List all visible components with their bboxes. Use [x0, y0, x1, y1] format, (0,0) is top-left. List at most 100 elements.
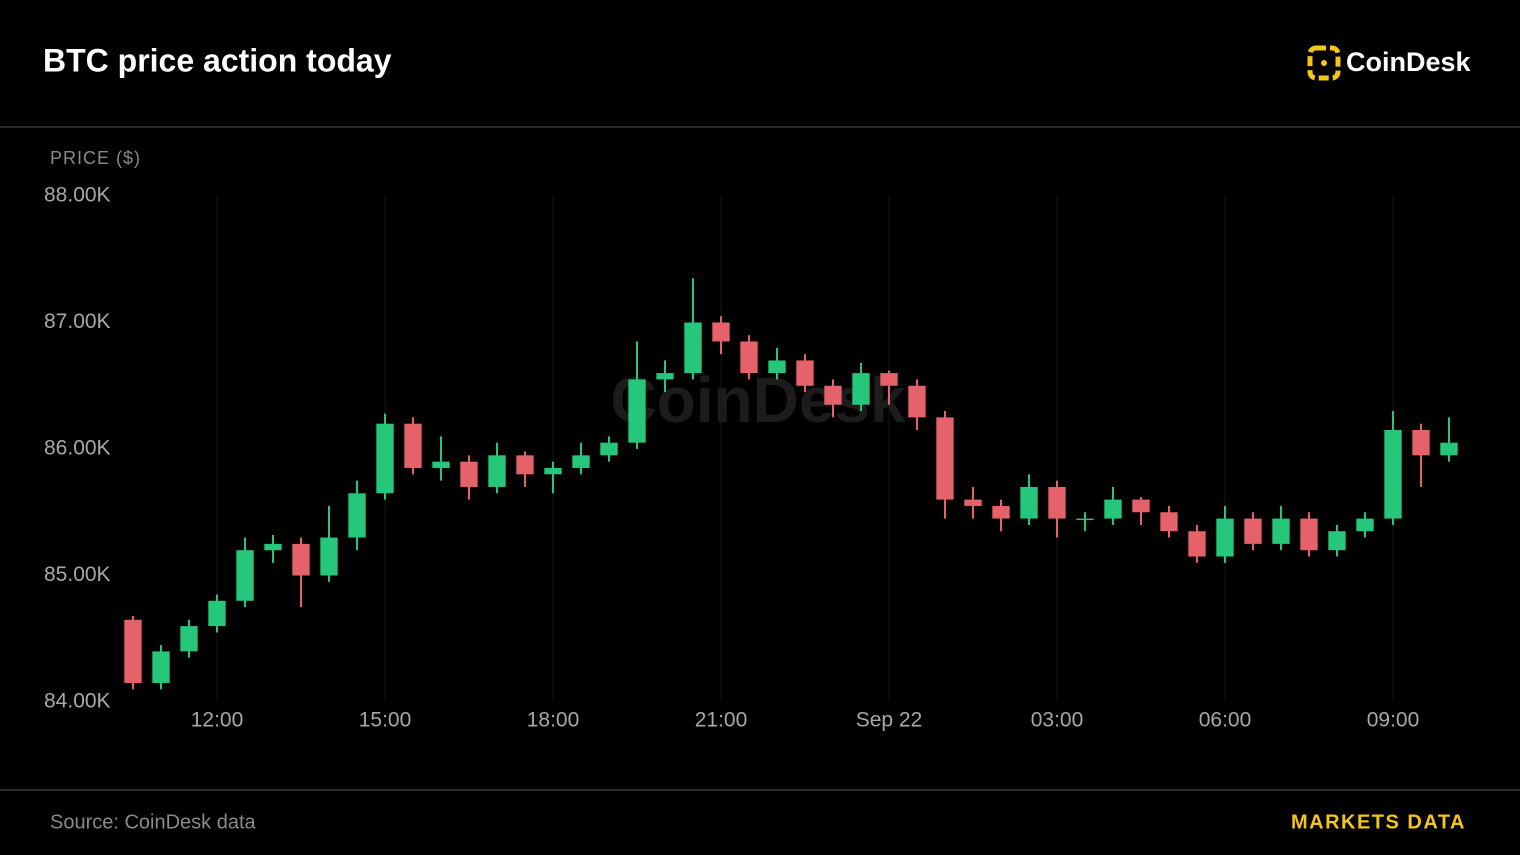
- candle-body: [152, 651, 170, 684]
- candle: [264, 535, 282, 563]
- candle: [1244, 512, 1262, 551]
- candle-body: [1048, 486, 1066, 519]
- candle-body: [628, 379, 646, 443]
- candle-body: [712, 322, 730, 342]
- candle-body: [1216, 518, 1234, 557]
- candle-body: [320, 537, 338, 576]
- candle-body: [208, 600, 226, 627]
- candle: [572, 442, 590, 475]
- candle: [1020, 474, 1038, 525]
- candle: [684, 278, 702, 380]
- candle: [1048, 480, 1066, 538]
- y-tick-label: 85.00K: [44, 563, 111, 586]
- candle: [348, 480, 366, 551]
- candle: [1216, 505, 1234, 563]
- candle-body: [908, 385, 926, 418]
- candle-body: [880, 373, 898, 386]
- candle: [1440, 417, 1458, 462]
- candle-body: [376, 423, 394, 494]
- candle-body: [1412, 430, 1430, 456]
- candle-body: [572, 455, 590, 468]
- candle: [516, 451, 534, 487]
- candle-body: [1132, 499, 1150, 513]
- candle: [292, 537, 310, 608]
- candle-body: [348, 493, 366, 538]
- candle: [908, 379, 926, 431]
- candle-body: [1300, 518, 1318, 551]
- candle: [208, 594, 226, 633]
- candle: [740, 335, 758, 380]
- candle-body: [824, 385, 842, 405]
- candle-body: [684, 322, 702, 374]
- candle-body: [404, 423, 422, 468]
- candle: [236, 537, 254, 608]
- candle: [544, 461, 562, 494]
- candle-body: [432, 461, 450, 468]
- candle-body: [236, 550, 254, 601]
- y-tick-label: 84.00K: [44, 690, 111, 713]
- candle: [1132, 497, 1150, 525]
- candle: [936, 411, 954, 519]
- candle: [404, 417, 422, 475]
- candle: [992, 499, 1010, 532]
- x-tick-label: 12:00: [191, 709, 244, 732]
- x-tick-label: 09:00: [1367, 709, 1420, 732]
- candle: [1412, 423, 1430, 487]
- candle-body: [1244, 518, 1262, 544]
- y-tick-label: 87.00K: [44, 310, 111, 333]
- candle-body: [656, 373, 674, 380]
- x-tick-label: 06:00: [1199, 709, 1252, 732]
- candle-body: [964, 499, 982, 506]
- candle-body: [796, 360, 814, 386]
- candle: [432, 436, 450, 481]
- candle-body: [936, 417, 954, 500]
- candle-body: [516, 455, 534, 475]
- candle: [1356, 512, 1374, 538]
- candle-body: [1356, 518, 1374, 532]
- candle-body: [180, 626, 198, 652]
- candle-body: [1328, 531, 1346, 551]
- candle: [600, 436, 618, 462]
- candle: [880, 370, 898, 405]
- chart-title: BTC price action today: [43, 42, 392, 78]
- candle: [712, 316, 730, 355]
- candle-body: [1440, 442, 1458, 456]
- candle-body: [600, 442, 618, 456]
- brand-name: CoinDesk: [1346, 47, 1472, 77]
- candle: [1272, 505, 1290, 551]
- candle: [1384, 411, 1402, 525]
- candle: [376, 413, 394, 500]
- candle: [796, 354, 814, 393]
- candle-body: [992, 505, 1010, 519]
- candle-body: [1384, 430, 1402, 519]
- candle-body: [740, 341, 758, 374]
- logo-dot: [1321, 60, 1327, 66]
- candle-body: [292, 543, 310, 576]
- candle: [124, 615, 142, 690]
- candle: [1328, 524, 1346, 557]
- y-tick-label: 86.00K: [44, 437, 111, 460]
- x-tick-label: 18:00: [527, 709, 580, 732]
- y-tick-label: 88.00K: [44, 184, 111, 207]
- candle-body: [460, 461, 478, 487]
- markets-data-link[interactable]: MARKETS DATA: [1291, 811, 1466, 833]
- candle-body: [544, 467, 562, 475]
- brand-logo[interactable]: CoinDesk: [1307, 45, 1472, 81]
- x-tick-label: Sep 22: [856, 709, 923, 732]
- x-tick-label: 15:00: [359, 709, 412, 732]
- candle-body: [124, 619, 142, 684]
- logo-icon: [1307, 45, 1341, 81]
- candle: [180, 619, 198, 658]
- candle: [964, 486, 982, 519]
- candle: [320, 505, 338, 582]
- y-axis-label: PRICE ($): [50, 148, 141, 168]
- candle: [488, 442, 506, 494]
- candle: [1160, 505, 1178, 538]
- plot-area: 12:00 15:00 18:00 21:00 Sep 22 03:00 06:00 09:0…: [44, 184, 1458, 732]
- candle-body: [852, 373, 870, 405]
- candle-body: [1160, 512, 1178, 532]
- source-note: Source: CoinDesk data: [50, 811, 257, 833]
- x-tick-label: 21:00: [695, 709, 748, 732]
